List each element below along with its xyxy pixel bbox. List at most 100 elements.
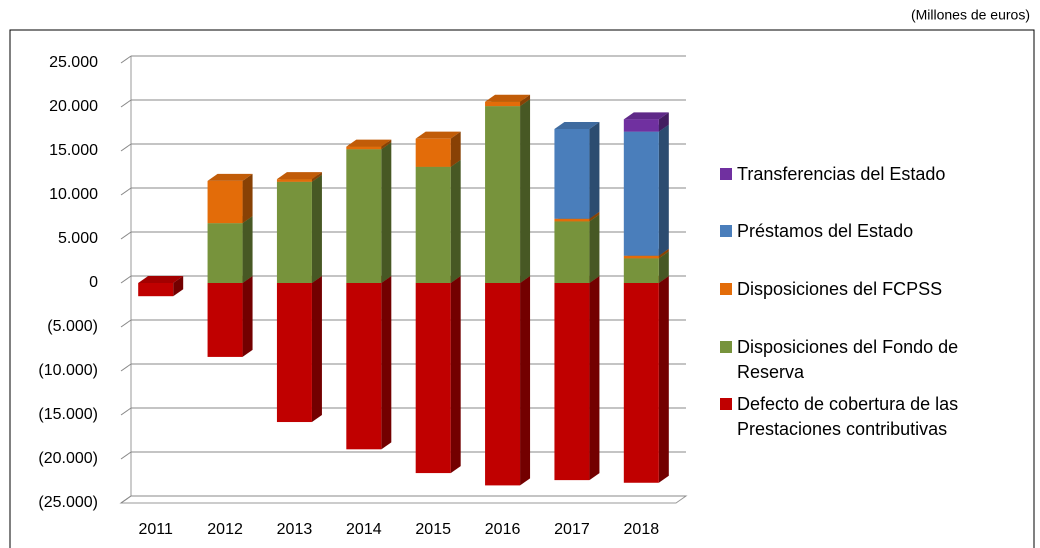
bar-top bbox=[346, 139, 392, 147]
legend-entry: Transferencias del Estado bbox=[720, 162, 995, 187]
x-tick-label: 2011 bbox=[138, 521, 173, 538]
bar-top bbox=[415, 131, 461, 139]
unit-label: (Millones de euros) bbox=[911, 7, 1030, 23]
bar-side bbox=[589, 214, 600, 283]
chart-border bbox=[9, 29, 1035, 548]
bar bbox=[554, 221, 590, 283]
bar-top bbox=[554, 122, 600, 129]
y-tick-label: 25.000 bbox=[49, 54, 98, 71]
bar bbox=[623, 258, 659, 283]
grid-line bbox=[120, 495, 132, 504]
bar-side bbox=[520, 276, 531, 486]
y-tick-label: (15.000) bbox=[38, 406, 98, 423]
bar-side bbox=[242, 276, 253, 357]
bar-side bbox=[658, 248, 669, 259]
legend-entry: Disposiciones del FCPSS bbox=[720, 277, 995, 302]
bar bbox=[623, 131, 659, 256]
bar-top bbox=[623, 112, 669, 120]
y-tick-label: (20.000) bbox=[38, 450, 98, 467]
bar-side bbox=[311, 276, 322, 423]
legend-entry: Disposiciones del Fondo de Reserva bbox=[720, 335, 995, 385]
bar-side bbox=[381, 139, 392, 150]
x-tick-label: 2012 bbox=[207, 521, 243, 538]
y-tick-label: 15.000 bbox=[49, 142, 98, 159]
legend-label: Transferencias del Estado bbox=[737, 164, 946, 184]
bar-side bbox=[381, 276, 392, 450]
y-tick-label: 0 bbox=[89, 274, 98, 291]
legend-label: Disposiciones del Fondo de Reserva bbox=[737, 337, 959, 382]
y-tick-label: 5.000 bbox=[58, 230, 98, 247]
bar bbox=[276, 181, 312, 283]
bar bbox=[485, 101, 521, 107]
legend-swatch bbox=[720, 225, 732, 237]
legend-entry: Préstamos del Estado bbox=[720, 219, 995, 244]
grid-line bbox=[120, 319, 132, 328]
grid-line bbox=[120, 55, 132, 64]
bar bbox=[415, 138, 451, 167]
bar bbox=[623, 283, 659, 483]
grid-line bbox=[120, 143, 132, 152]
bar-side bbox=[242, 216, 253, 283]
grid-line bbox=[120, 275, 132, 284]
bar bbox=[554, 283, 590, 481]
bar-side bbox=[520, 94, 531, 107]
legend-swatch bbox=[720, 168, 732, 180]
bar-side bbox=[242, 173, 253, 224]
x-tick-label: 2016 bbox=[485, 521, 521, 538]
floor bbox=[119, 495, 688, 504]
legend-swatch bbox=[720, 398, 732, 410]
bar-side bbox=[173, 276, 184, 297]
bar bbox=[207, 283, 243, 357]
bar-side bbox=[589, 211, 600, 222]
bar-top bbox=[207, 173, 253, 181]
bar-side bbox=[658, 251, 669, 283]
bar-side bbox=[450, 131, 461, 167]
bar-side bbox=[311, 174, 322, 283]
x-tick-label: 2015 bbox=[415, 521, 451, 538]
bar bbox=[485, 106, 521, 284]
bar bbox=[138, 283, 174, 297]
legend-swatch bbox=[720, 283, 732, 295]
bar-side bbox=[589, 276, 600, 481]
x-tick-label: 2017 bbox=[554, 521, 590, 538]
grid-line bbox=[120, 451, 132, 460]
bar-side bbox=[589, 122, 600, 219]
bar bbox=[415, 283, 451, 474]
y-tick-label: (5.000) bbox=[47, 318, 98, 335]
bar-side bbox=[658, 276, 669, 483]
legend-label: Préstamos del Estado bbox=[737, 221, 914, 241]
grid-line bbox=[120, 231, 132, 240]
bar bbox=[276, 179, 312, 182]
y-tick-label: 10.000 bbox=[49, 186, 98, 203]
x-tick-label: 2013 bbox=[277, 521, 313, 538]
bar bbox=[207, 180, 243, 224]
bar-side bbox=[450, 159, 461, 283]
x-tick-label: 2014 bbox=[346, 521, 382, 538]
bar bbox=[623, 119, 659, 132]
bar bbox=[415, 166, 451, 283]
legend-label: Disposiciones del FCPSS bbox=[737, 279, 943, 299]
y-tick-label: (10.000) bbox=[38, 362, 98, 379]
bar bbox=[276, 283, 312, 423]
y-tick-label: 20.000 bbox=[49, 98, 98, 115]
grid-line bbox=[120, 99, 132, 108]
legend-entry: Defecto de cobertura de las Prestaciones… bbox=[720, 392, 995, 442]
bar-side bbox=[520, 99, 531, 284]
bar-side bbox=[450, 276, 461, 474]
bar bbox=[346, 283, 382, 450]
bar bbox=[346, 149, 382, 283]
y-tick-label: (25.000) bbox=[38, 494, 98, 511]
bar bbox=[485, 283, 521, 486]
bar bbox=[554, 218, 590, 222]
bar-side bbox=[311, 172, 322, 182]
legend-swatch bbox=[720, 341, 732, 353]
bar bbox=[346, 146, 382, 150]
bar-side bbox=[381, 142, 392, 283]
bar-side bbox=[658, 124, 669, 256]
x-tick-label: 2018 bbox=[624, 521, 660, 538]
bar-top bbox=[276, 172, 322, 180]
bar bbox=[554, 129, 590, 219]
grid-line bbox=[120, 407, 132, 416]
